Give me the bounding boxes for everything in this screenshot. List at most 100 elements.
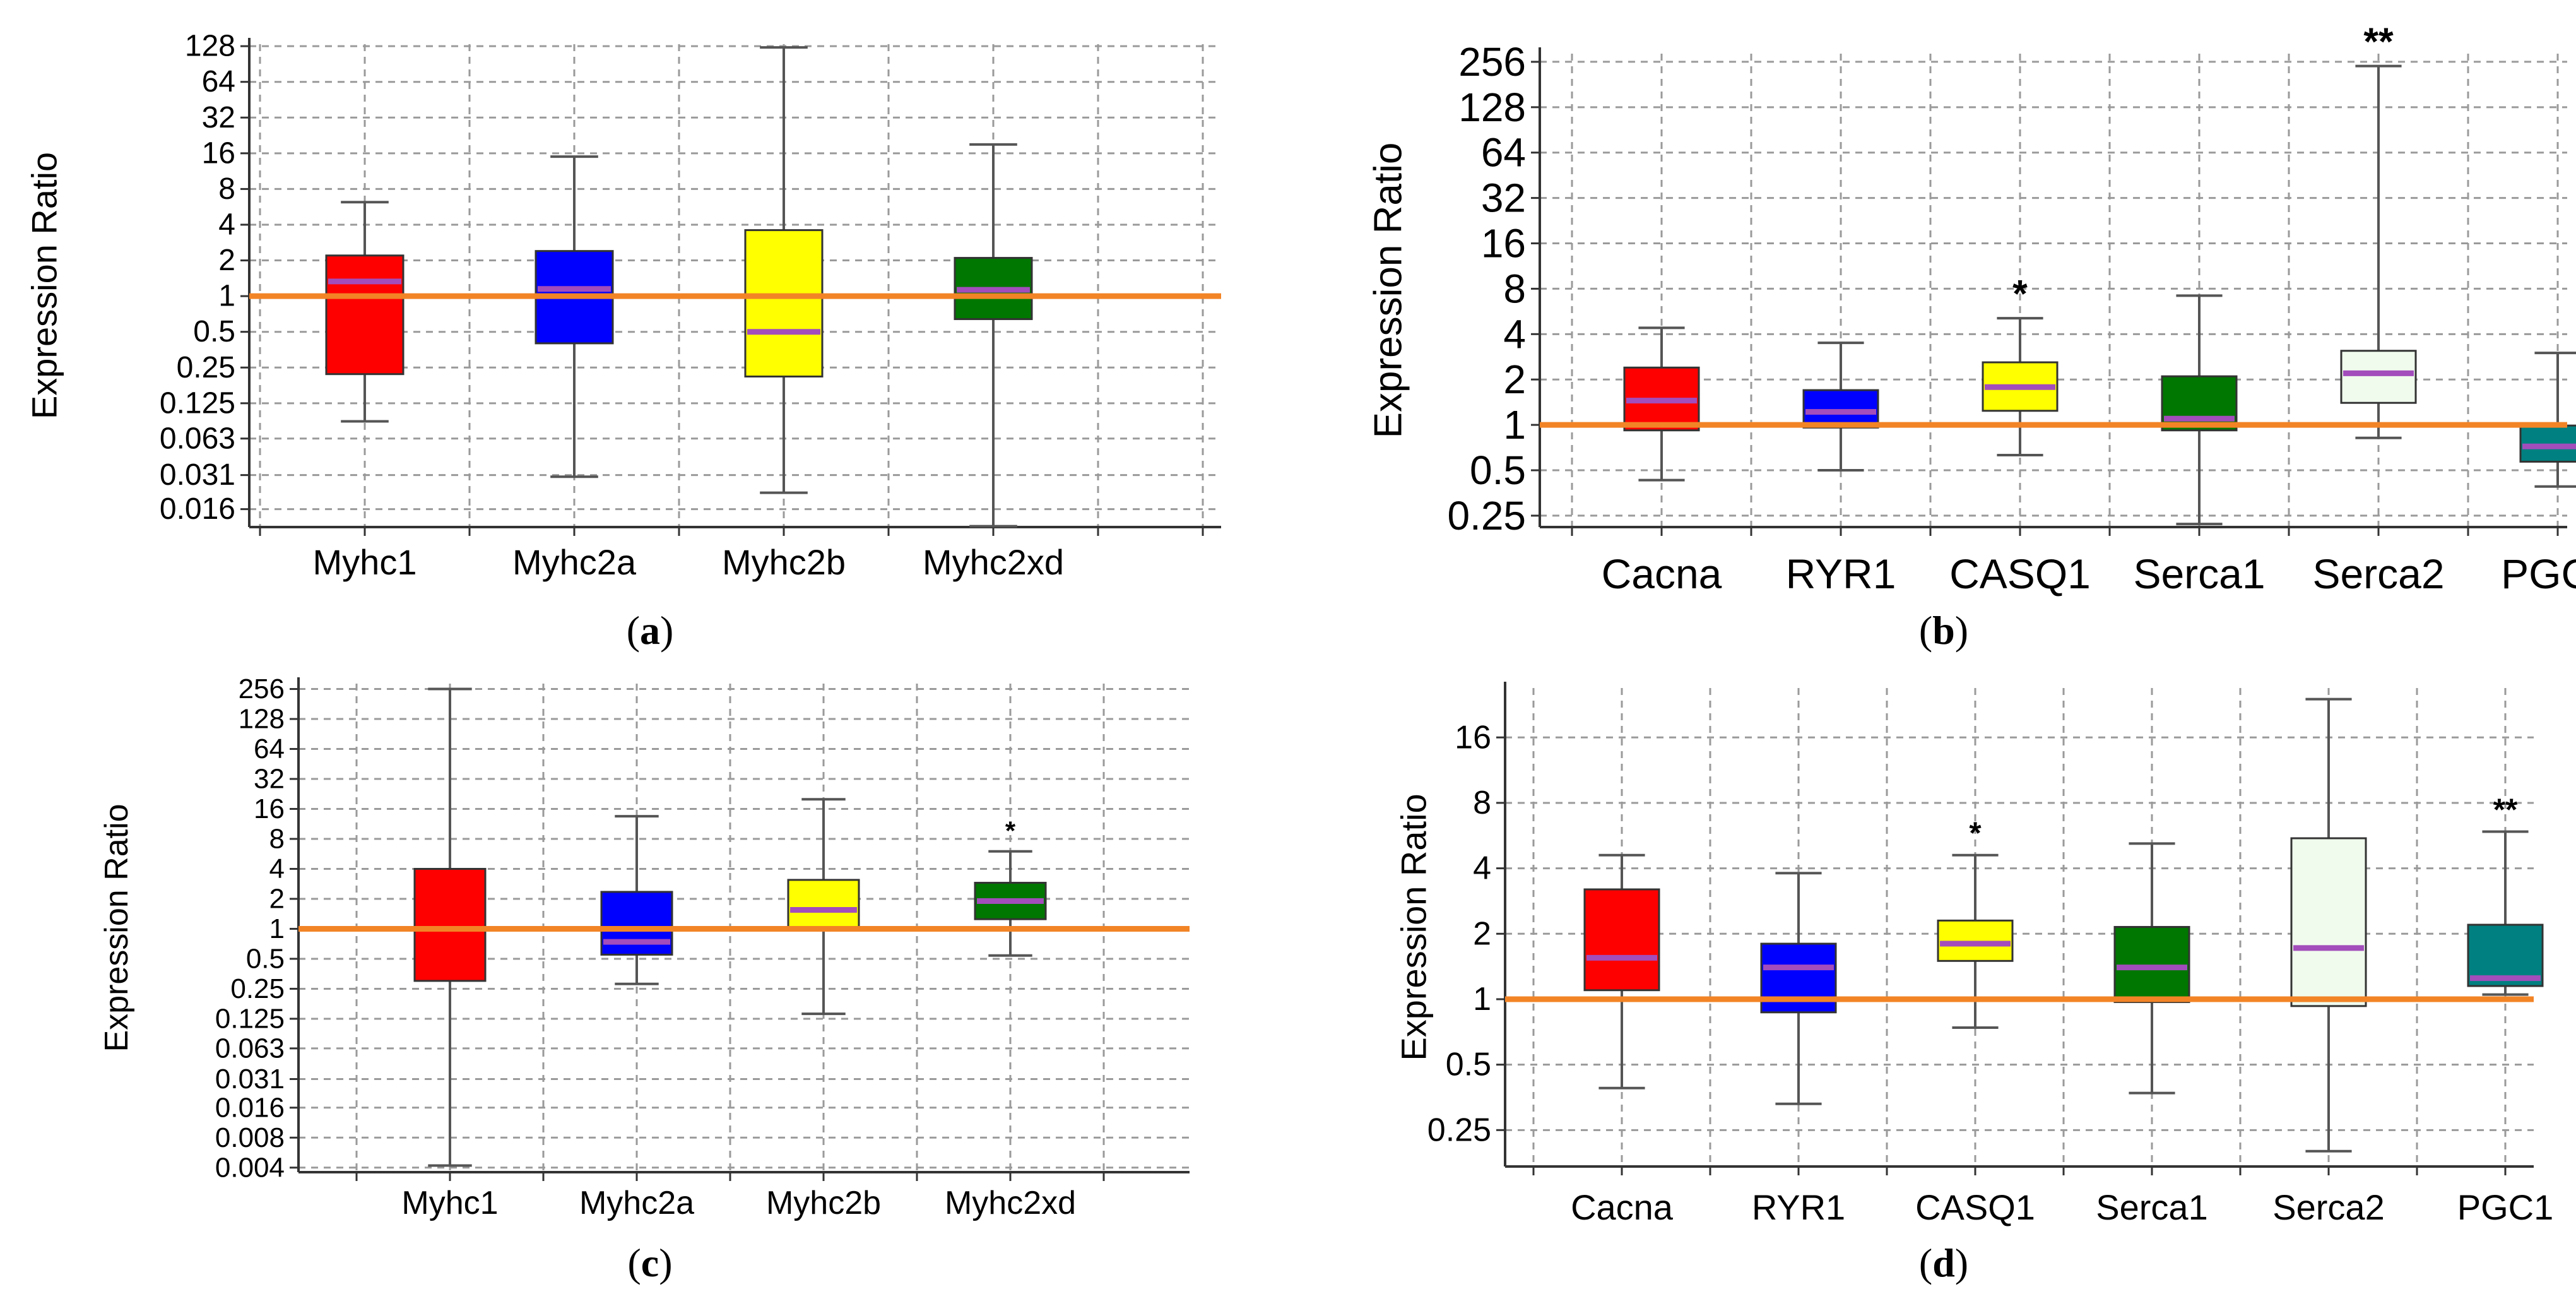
- box-cacna: [1623, 326, 1700, 482]
- y-tick-label: 2: [1503, 357, 1526, 402]
- box-body: [413, 867, 487, 982]
- y-axis-label: Expression Ratio: [1394, 793, 1434, 1060]
- box-body: [1937, 919, 2014, 962]
- panel-label-letter: c: [641, 1240, 659, 1285]
- x-category-label: Serca1: [2096, 1187, 2207, 1227]
- x-category-label: Serca2: [2312, 550, 2444, 597]
- y-tick-label: 8: [269, 824, 285, 855]
- box-pgc1: [2519, 352, 2576, 488]
- y-tick-label: 0.008: [215, 1122, 285, 1153]
- y-tick-label: 0.125: [215, 1003, 285, 1034]
- panel-label: (d): [1919, 1240, 1968, 1285]
- y-tick-label: 128: [239, 704, 285, 735]
- box-serca2: [2290, 697, 2367, 1153]
- x-category-label: CASQ1: [1949, 550, 2091, 597]
- box-body: [2290, 837, 2367, 1007]
- y-tick-label: 0.125: [160, 386, 235, 420]
- x-category-label: Myhc2a: [512, 542, 637, 582]
- x-category-label: PGC1: [2501, 550, 2576, 597]
- x-category-label: Serca2: [2272, 1187, 2384, 1227]
- x-category-label: CASQ1: [1915, 1187, 2035, 1227]
- chart-panel-c: 0.0040.0080.0160.0310.0630.1250.250.5124…: [98, 674, 1190, 1285]
- y-tick-label: 4: [269, 853, 285, 884]
- y-tick-label: 16: [1481, 221, 1526, 266]
- y-tick-label: 16: [1455, 719, 1491, 756]
- x-category-label: Cacna: [1571, 1187, 1674, 1227]
- x-category-label: Myhc2xd: [923, 542, 1064, 582]
- box-myhc2a: [600, 815, 673, 985]
- box-cacna: [1583, 853, 1660, 1089]
- significance-star: *: [1005, 816, 1016, 846]
- panel-label: (a): [627, 608, 674, 653]
- y-tick-label: 256: [1458, 39, 1526, 85]
- box-body: [1802, 389, 1879, 429]
- significance-star: *: [1969, 816, 1982, 851]
- box-body: [2340, 350, 2417, 404]
- y-tick-label: 0.031: [215, 1064, 285, 1095]
- y-tick-label: 0.063: [215, 1033, 285, 1064]
- y-tick-label: 0.5: [246, 943, 285, 974]
- box-myhc1: [325, 201, 405, 423]
- y-tick-label: 256: [239, 674, 285, 704]
- y-tick-label: 1: [1503, 402, 1526, 448]
- panel-label-letter: d: [1932, 1240, 1955, 1285]
- box-body: [744, 229, 824, 377]
- y-tick-label: 0.016: [215, 1092, 285, 1123]
- y-axis-label: Expression Ratio: [25, 152, 64, 419]
- box-myhc2b: [744, 46, 824, 494]
- x-category-label: Cacna: [1602, 550, 1722, 597]
- y-tick-label: 0.004: [215, 1152, 285, 1183]
- chart-panel-a: 0.0160.0310.0630.1250.250.51248163264128…: [25, 30, 1221, 653]
- x-category-label: PGC1: [2457, 1187, 2554, 1227]
- y-tick-label: 4: [1473, 850, 1491, 887]
- y-tick-label: 128: [1458, 85, 1526, 130]
- box-serca1: [2161, 294, 2238, 526]
- x-category-label: RYR1: [1752, 1187, 1845, 1227]
- y-tick-label: 8: [218, 172, 235, 206]
- x-category-label: Myhc2a: [579, 1185, 694, 1221]
- panel-label: (c): [627, 1240, 672, 1285]
- y-tick-label: 16: [202, 136, 235, 170]
- y-tick-label: 0.25: [1447, 493, 1526, 538]
- y-tick-label: 0.5: [1446, 1047, 1491, 1083]
- panel-label: (b): [1919, 608, 1968, 653]
- y-tick-label: 0.5: [1470, 448, 1526, 493]
- y-tick-label: 64: [1481, 130, 1526, 175]
- y-tick-label: 0.25: [230, 973, 285, 1004]
- y-tick-label: 32: [202, 101, 235, 134]
- y-tick-label: 2: [1473, 915, 1491, 952]
- y-tick-label: 0.063: [160, 422, 235, 455]
- x-category-label: Myhc2b: [722, 542, 846, 582]
- y-tick-label: 0.5: [193, 315, 235, 348]
- y-tick-label: 2: [218, 244, 235, 277]
- y-tick-label: 64: [202, 65, 235, 98]
- y-tick-label: 8: [1503, 266, 1526, 311]
- box-body: [1583, 888, 1660, 992]
- y-tick-label: 0.016: [160, 492, 235, 526]
- box-ryr1: [1760, 872, 1837, 1105]
- box-body: [2113, 925, 2190, 1004]
- box-serca2: **: [2340, 20, 2417, 439]
- box-myhc2b: [787, 798, 860, 1016]
- y-tick-label: 2: [269, 883, 285, 914]
- box-body: [1760, 942, 1837, 1014]
- y-tick-label: 4: [218, 208, 235, 241]
- y-tick-label: 4: [1503, 311, 1526, 357]
- box-myhc2xd: [954, 143, 1033, 528]
- y-tick-label: 128: [185, 30, 235, 63]
- box-ryr1: [1802, 341, 1879, 472]
- y-tick-label: 0.031: [160, 458, 235, 492]
- y-tick-label: 16: [254, 793, 285, 824]
- x-category-label: RYR1: [1786, 550, 1896, 597]
- y-tick-label: 0.25: [1427, 1112, 1491, 1148]
- y-tick-label: 1: [269, 913, 285, 944]
- significance-star: *: [2012, 272, 2028, 315]
- significance-star: **: [2493, 792, 2518, 827]
- box-pgc1: **: [2467, 792, 2544, 996]
- y-tick-label: 1: [1473, 981, 1491, 1018]
- panel-label-letter: a: [640, 608, 660, 653]
- y-tick-label: 1: [218, 280, 235, 313]
